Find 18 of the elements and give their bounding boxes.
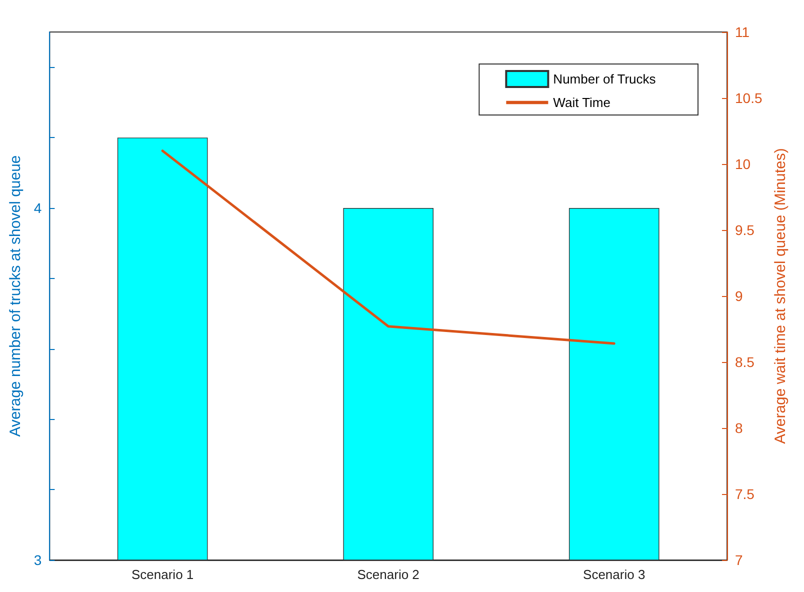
y2-tick-label: 8.5 (735, 354, 755, 370)
y2-tick-label: 10 (735, 156, 751, 172)
x-tick-label: Scenario 1 (131, 567, 194, 582)
y2-tick-label: 11 (735, 24, 750, 40)
y2-tick-label: 7 (735, 552, 743, 568)
y2-tick-label: 8 (735, 420, 743, 436)
y2-tick-label: 7.5 (735, 486, 755, 502)
y2-tick-label: 10.5 (735, 90, 762, 106)
x-tick-label: Scenario 2 (357, 567, 420, 582)
legend-label: Wait Time (553, 95, 610, 110)
y2-axis-title: Average wait time at shovel queue (Minutes) (772, 148, 790, 444)
y-tick-label: 4 (34, 200, 42, 216)
y2-tick-label: 9.5 (735, 222, 755, 238)
x-tick-label: Scenario 3 (583, 567, 646, 582)
y-tick-label: 3 (34, 552, 42, 568)
y2-tick-label: 9 (735, 288, 743, 304)
y-axis-title: Average number of trucks at shovel queue (7, 155, 24, 437)
legend-label: Number of Trucks (553, 72, 656, 86)
